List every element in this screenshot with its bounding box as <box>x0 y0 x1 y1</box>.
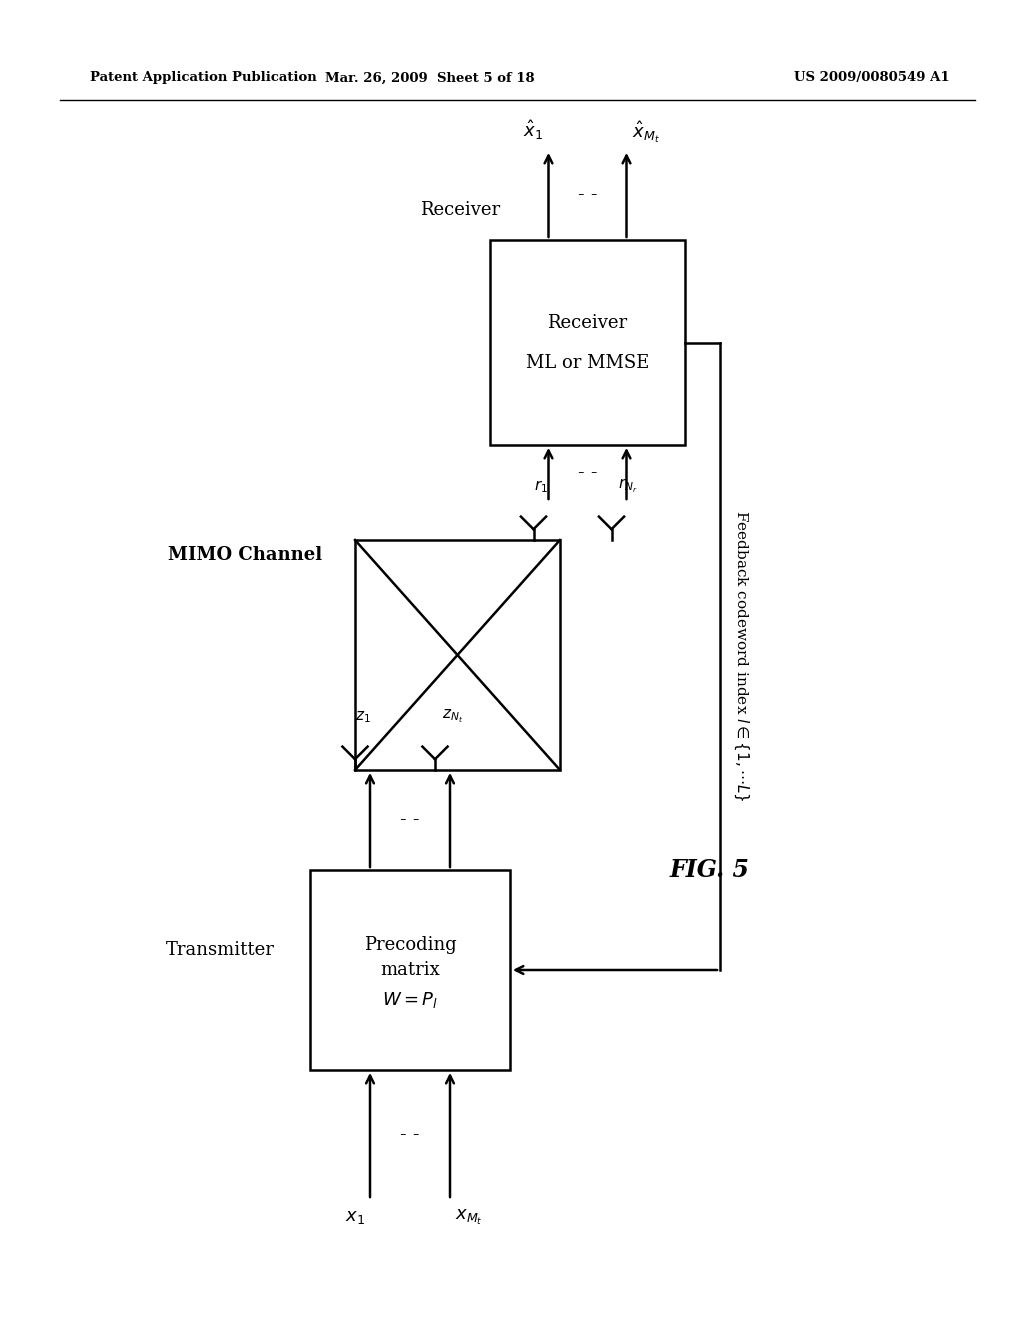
Text: $\hat{x}_{M_t}$: $\hat{x}_{M_t}$ <box>632 119 659 145</box>
Text: FIG. 5: FIG. 5 <box>670 858 750 882</box>
Bar <box>355 540 560 770</box>
Text: Transmitter: Transmitter <box>166 941 274 960</box>
Text: Receiver: Receiver <box>420 201 500 219</box>
Text: matrix: matrix <box>380 961 440 979</box>
Text: Feedback codeword index $l \in \{1,\cdots L\}$: Feedback codeword index $l \in \{1,\cdot… <box>732 511 751 803</box>
Text: $x_{M_t}$: $x_{M_t}$ <box>455 1208 482 1228</box>
Text: Precoding: Precoding <box>364 936 457 954</box>
Text: - -: - - <box>578 186 597 205</box>
Text: US 2009/0080549 A1: US 2009/0080549 A1 <box>795 71 950 84</box>
Text: $W=P_l$: $W=P_l$ <box>382 990 438 1010</box>
Text: - -: - - <box>400 810 420 829</box>
Bar <box>490 240 685 445</box>
Text: $r_1$: $r_1$ <box>534 478 548 495</box>
Text: Patent Application Publication: Patent Application Publication <box>90 71 316 84</box>
Text: - -: - - <box>400 1126 420 1144</box>
Text: $z_1$: $z_1$ <box>355 709 371 725</box>
Text: $z_{N_t}$: $z_{N_t}$ <box>442 708 463 725</box>
Text: Receiver: Receiver <box>548 314 628 331</box>
Text: MIMO Channel: MIMO Channel <box>168 546 323 564</box>
Text: ML or MMSE: ML or MMSE <box>525 354 649 371</box>
Text: $\hat{x}_1$: $\hat{x}_1$ <box>523 119 544 143</box>
Text: - -: - - <box>578 465 597 483</box>
Bar <box>310 870 510 1071</box>
Text: Mar. 26, 2009  Sheet 5 of 18: Mar. 26, 2009 Sheet 5 of 18 <box>326 71 535 84</box>
Text: $r_{N_r}$: $r_{N_r}$ <box>618 477 638 495</box>
Text: $x_1$: $x_1$ <box>345 1208 365 1226</box>
